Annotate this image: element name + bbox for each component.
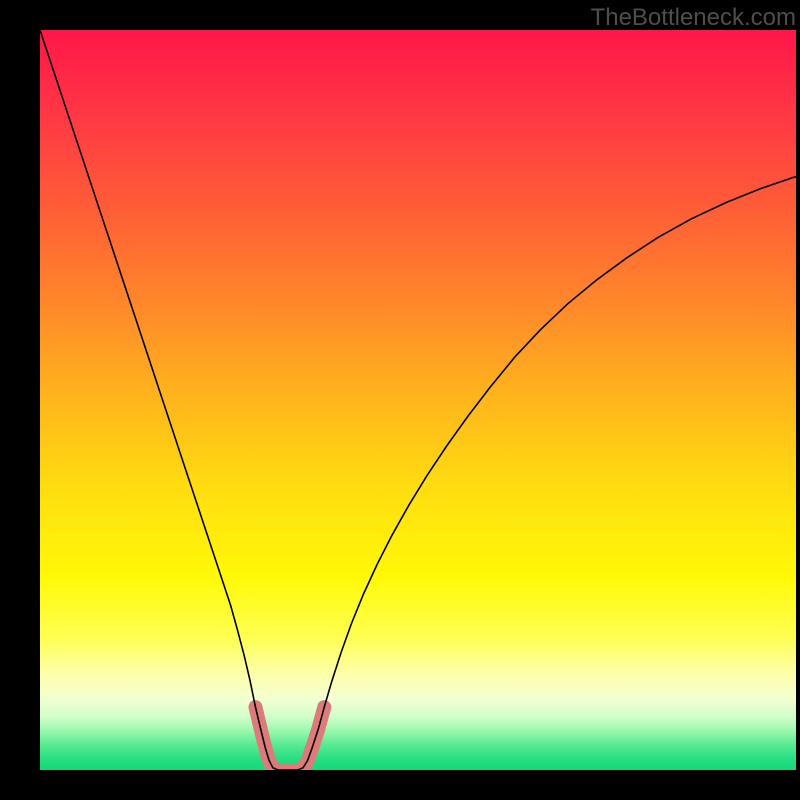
main-curve	[40, 30, 796, 770]
plot-area	[40, 30, 796, 770]
watermark-text: TheBottleneck.com	[591, 4, 796, 32]
highlight-curve	[255, 707, 324, 770]
curve-svg	[40, 30, 796, 770]
